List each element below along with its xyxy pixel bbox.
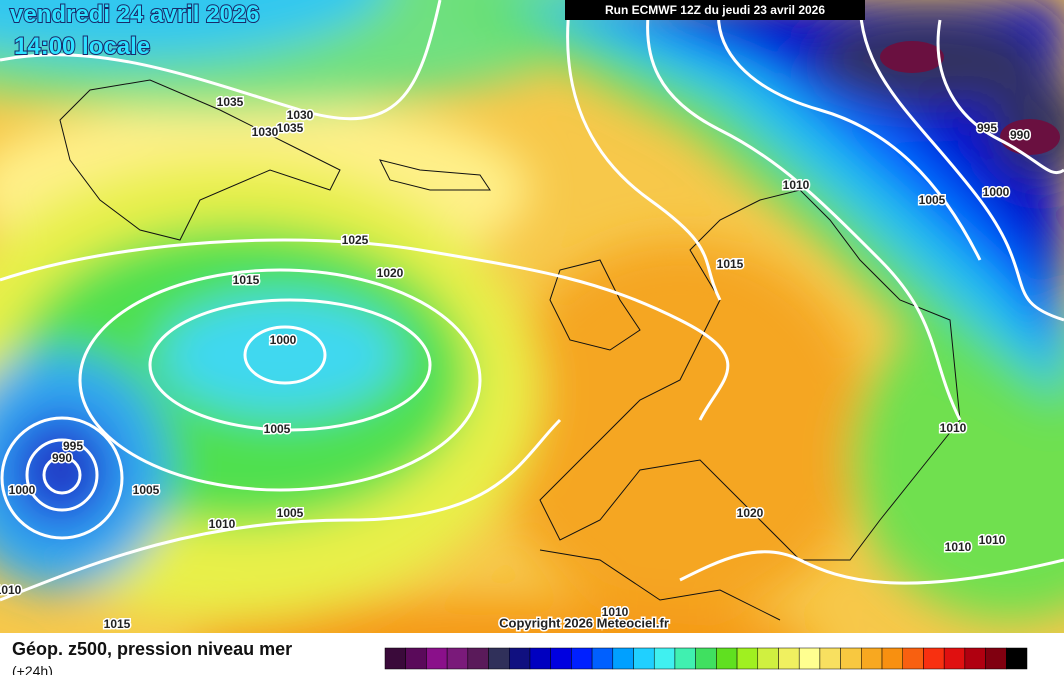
color-swatch xyxy=(426,647,448,670)
color-swatch xyxy=(509,647,531,670)
color-swatch xyxy=(405,647,427,670)
isobar-label: 1005 xyxy=(919,193,946,207)
isobar-label: 995 xyxy=(63,439,83,453)
color-swatch xyxy=(467,647,489,670)
isobar-label: 1010 xyxy=(945,540,972,554)
color-swatch xyxy=(757,647,779,670)
copyright: Copyright 2026 Meteociel.fr xyxy=(499,615,669,630)
isobar-label: 1035 xyxy=(217,95,244,109)
isobar-label: 1015 xyxy=(104,617,131,631)
color-swatch xyxy=(985,647,1007,670)
color-swatch xyxy=(550,647,572,670)
isobar-label: 1025 xyxy=(342,233,369,247)
isobar-label: 1010 xyxy=(602,605,629,619)
isobar-label: 1010 xyxy=(940,421,967,435)
isobar-labels: 1035103010351030102510201015100010059959… xyxy=(0,94,1032,633)
color-swatch xyxy=(1006,647,1028,670)
isobar-label: 1015 xyxy=(233,273,260,287)
isobar-label: 1020 xyxy=(377,266,404,280)
isobars xyxy=(0,0,1064,602)
isobar-label: 1015 xyxy=(717,257,744,271)
date: vendredi 24 avril 2026 xyxy=(10,1,260,28)
isobar-label: 1010 xyxy=(0,583,22,597)
run-box xyxy=(565,0,865,20)
color-swatch xyxy=(798,647,821,670)
color-swatch xyxy=(964,647,986,670)
color-swatch xyxy=(943,647,966,670)
color-swatch xyxy=(716,647,738,670)
color-swatch xyxy=(819,647,841,670)
isobar-label: 1030 xyxy=(287,108,314,122)
color-swatch xyxy=(881,647,903,670)
legend-subtitle: (+24h) xyxy=(12,663,53,675)
isobar-label: 1010 xyxy=(209,517,236,531)
color-swatch xyxy=(571,647,593,670)
legend-title: Géop. z500, pression niveau mer xyxy=(12,639,292,659)
color-swatch xyxy=(778,647,800,670)
color-swatch xyxy=(633,647,655,670)
isobar-label: 1010 xyxy=(783,178,810,192)
color-swatch xyxy=(902,647,924,670)
isobar-label: 995 xyxy=(977,121,997,135)
isobar-label: 1000 xyxy=(9,483,36,497)
run-info: Run ECMWF 12Z du jeudi 23 avril 2026 xyxy=(605,3,825,17)
color-swatch xyxy=(736,647,759,670)
isobar-label: 990 xyxy=(1010,128,1030,142)
time: 14:00 locale xyxy=(14,33,150,60)
color-scale xyxy=(384,647,1028,670)
isobar-label: 1035 xyxy=(277,121,304,135)
color-swatch xyxy=(840,647,862,670)
color-swatch xyxy=(488,647,510,670)
color-swatch xyxy=(446,647,469,670)
color-swatch xyxy=(653,647,676,670)
color-swatch xyxy=(612,647,634,670)
color-swatch xyxy=(591,647,614,670)
isobar-label: 1000 xyxy=(270,333,297,347)
isobar-label: 1005 xyxy=(277,506,304,520)
color-swatch xyxy=(384,647,406,670)
isobar-label: 1005 xyxy=(133,483,160,497)
isobar-label: 1030 xyxy=(252,125,279,139)
isobar-label: 1000 xyxy=(983,185,1010,199)
color-swatch xyxy=(861,647,883,670)
color-swatch xyxy=(695,647,717,670)
isobar-label: 1010 xyxy=(979,533,1006,547)
color-swatch xyxy=(923,647,945,670)
coastlines xyxy=(59,79,961,621)
color-swatch xyxy=(529,647,551,670)
color-swatch xyxy=(674,647,696,670)
isobar-label: 990 xyxy=(52,451,72,465)
isobar-label: 1020 xyxy=(737,506,764,520)
isobar-label: 1005 xyxy=(264,422,291,436)
